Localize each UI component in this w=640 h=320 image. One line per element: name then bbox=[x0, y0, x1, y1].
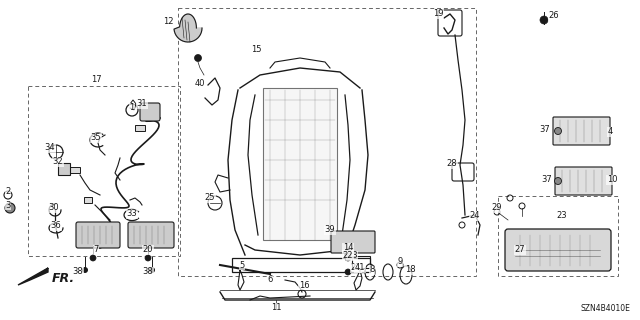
Text: 32: 32 bbox=[52, 157, 63, 166]
Text: 12: 12 bbox=[163, 18, 173, 27]
Text: 20: 20 bbox=[143, 245, 153, 254]
Circle shape bbox=[195, 54, 202, 61]
Circle shape bbox=[5, 203, 15, 213]
FancyBboxPatch shape bbox=[553, 117, 610, 145]
Circle shape bbox=[345, 269, 351, 275]
Bar bbox=[84, 197, 92, 203]
Text: 26: 26 bbox=[548, 12, 559, 20]
Text: 13: 13 bbox=[347, 252, 357, 260]
Text: 30: 30 bbox=[49, 204, 60, 212]
Text: 40: 40 bbox=[195, 79, 205, 89]
Text: 29: 29 bbox=[492, 204, 502, 212]
Text: 34: 34 bbox=[45, 143, 55, 153]
Bar bbox=[263, 88, 337, 240]
Text: 37: 37 bbox=[541, 175, 552, 185]
Bar bbox=[135, 125, 145, 131]
Text: 3: 3 bbox=[5, 201, 11, 210]
Text: 39: 39 bbox=[324, 226, 335, 235]
Text: 38: 38 bbox=[143, 268, 154, 276]
Text: 24: 24 bbox=[470, 212, 480, 220]
Text: SZN4B4010E: SZN4B4010E bbox=[580, 304, 630, 313]
FancyBboxPatch shape bbox=[140, 103, 160, 121]
Circle shape bbox=[554, 127, 561, 134]
Text: 19: 19 bbox=[433, 10, 444, 19]
Text: 10: 10 bbox=[607, 175, 617, 185]
FancyBboxPatch shape bbox=[555, 167, 612, 195]
Text: 4: 4 bbox=[607, 127, 612, 137]
Circle shape bbox=[345, 255, 351, 261]
Bar bbox=[178, 8, 476, 276]
Bar bbox=[352, 256, 370, 268]
Circle shape bbox=[540, 16, 548, 24]
Text: 17: 17 bbox=[91, 76, 101, 84]
Polygon shape bbox=[174, 14, 202, 42]
FancyBboxPatch shape bbox=[505, 229, 611, 271]
Text: 14: 14 bbox=[343, 244, 353, 252]
Text: 2: 2 bbox=[5, 188, 11, 196]
Bar bbox=[28, 86, 180, 256]
Bar bbox=[498, 196, 618, 276]
FancyBboxPatch shape bbox=[128, 222, 174, 248]
Circle shape bbox=[145, 255, 151, 261]
Circle shape bbox=[90, 255, 96, 261]
Text: 36: 36 bbox=[51, 221, 61, 230]
Text: 38: 38 bbox=[72, 268, 83, 276]
Text: 6: 6 bbox=[268, 276, 273, 284]
Polygon shape bbox=[18, 268, 48, 285]
Text: 37: 37 bbox=[540, 125, 550, 134]
FancyBboxPatch shape bbox=[331, 231, 375, 253]
Text: 9: 9 bbox=[397, 258, 403, 267]
Text: 11: 11 bbox=[271, 303, 281, 313]
Bar bbox=[232, 258, 370, 272]
Text: 27: 27 bbox=[515, 245, 525, 254]
Text: 22: 22 bbox=[343, 251, 353, 260]
FancyBboxPatch shape bbox=[76, 222, 120, 248]
Text: 15: 15 bbox=[251, 45, 261, 54]
Text: 23: 23 bbox=[557, 211, 567, 220]
Circle shape bbox=[149, 267, 155, 273]
Bar bbox=[70, 167, 80, 173]
Text: 8: 8 bbox=[369, 266, 374, 275]
Text: 28: 28 bbox=[447, 159, 458, 169]
Circle shape bbox=[82, 267, 88, 273]
Text: 41: 41 bbox=[355, 263, 365, 273]
Text: 7: 7 bbox=[93, 245, 99, 254]
Text: 5: 5 bbox=[239, 260, 244, 269]
Text: 21: 21 bbox=[351, 263, 361, 273]
Text: 33: 33 bbox=[127, 210, 138, 219]
Text: 31: 31 bbox=[137, 100, 147, 108]
Circle shape bbox=[554, 178, 561, 185]
Text: 16: 16 bbox=[299, 281, 309, 290]
Text: FR.: FR. bbox=[52, 271, 75, 284]
Circle shape bbox=[345, 249, 351, 255]
Text: 18: 18 bbox=[404, 266, 415, 275]
Bar bbox=[58, 163, 70, 175]
Text: 25: 25 bbox=[205, 194, 215, 203]
Text: 1: 1 bbox=[129, 103, 134, 113]
Text: 35: 35 bbox=[91, 133, 101, 142]
